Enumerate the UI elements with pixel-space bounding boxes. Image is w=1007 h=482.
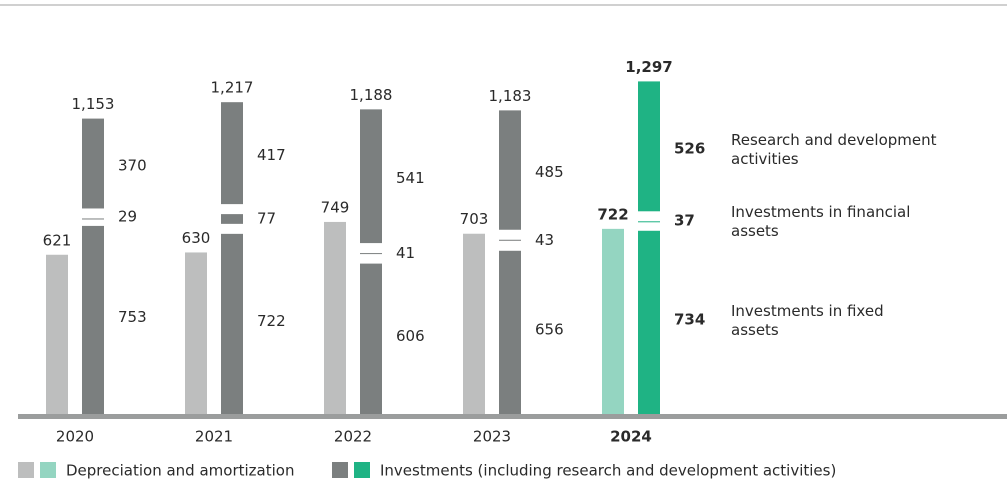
bar-segment <box>360 109 382 244</box>
bar-segment <box>360 263 382 414</box>
value-label: 526 <box>674 139 705 157</box>
value-label: 753 <box>118 308 147 326</box>
bar-segment <box>221 214 243 224</box>
value-label: 703 <box>460 210 489 228</box>
value-label: 621 <box>43 231 72 249</box>
bar-segment <box>221 102 243 205</box>
x-tick-label: 2023 <box>473 428 511 446</box>
value-label: 749 <box>321 198 350 216</box>
value-label: 43 <box>535 231 554 249</box>
value-label: 606 <box>396 327 425 345</box>
value-label: 656 <box>535 320 564 338</box>
legend-label: Investments (including research and deve… <box>380 462 836 480</box>
total-label: 1,183 <box>489 87 532 105</box>
legend-swatch <box>40 462 56 478</box>
bar-segment <box>499 239 521 241</box>
x-tick-label: 2022 <box>334 428 372 446</box>
bar <box>602 228 624 414</box>
value-label: 37 <box>674 212 695 230</box>
value-label: 722 <box>597 205 628 223</box>
value-label: 630 <box>182 229 211 247</box>
bar-segment <box>638 81 660 212</box>
bar <box>185 252 207 414</box>
bar-segment <box>638 221 660 223</box>
value-label: 541 <box>396 169 425 187</box>
total-label: 1,217 <box>211 78 254 96</box>
bar-segment <box>499 110 521 230</box>
total-label: 1,297 <box>625 58 672 76</box>
x-tick-label: 2024 <box>610 428 652 446</box>
bar <box>46 254 68 414</box>
bar <box>463 233 485 414</box>
total-label: 1,188 <box>350 86 393 104</box>
value-label: 734 <box>674 310 705 328</box>
bar-segment <box>499 250 521 414</box>
series-label: Investments in financial assets <box>731 203 910 240</box>
value-label: 722 <box>257 312 286 330</box>
bar <box>324 221 346 414</box>
value-label: 77 <box>257 209 276 227</box>
legend-swatch <box>354 462 370 478</box>
value-label: 417 <box>257 146 286 164</box>
value-label: 29 <box>118 208 137 226</box>
bar-segment <box>221 233 243 414</box>
series-label: Research and development activities <box>731 130 937 167</box>
legend-swatch <box>18 462 34 478</box>
series-label: Investments in fixed assets <box>731 301 884 338</box>
total-label: 1,153 <box>72 95 115 113</box>
bar-segment <box>360 253 382 255</box>
value-label: 41 <box>396 244 415 262</box>
bar-segment <box>82 118 104 209</box>
value-label: 485 <box>535 163 564 181</box>
legend-label: Depreciation and amortization <box>66 462 294 480</box>
bar-segment <box>82 218 104 220</box>
bar-segment <box>82 225 104 414</box>
x-tick-label: 2020 <box>56 428 94 446</box>
x-tick-label: 2021 <box>195 428 233 446</box>
value-label: 370 <box>118 157 147 175</box>
legend-swatch <box>332 462 348 478</box>
baseline <box>18 414 1007 419</box>
bar-segment <box>638 230 660 414</box>
